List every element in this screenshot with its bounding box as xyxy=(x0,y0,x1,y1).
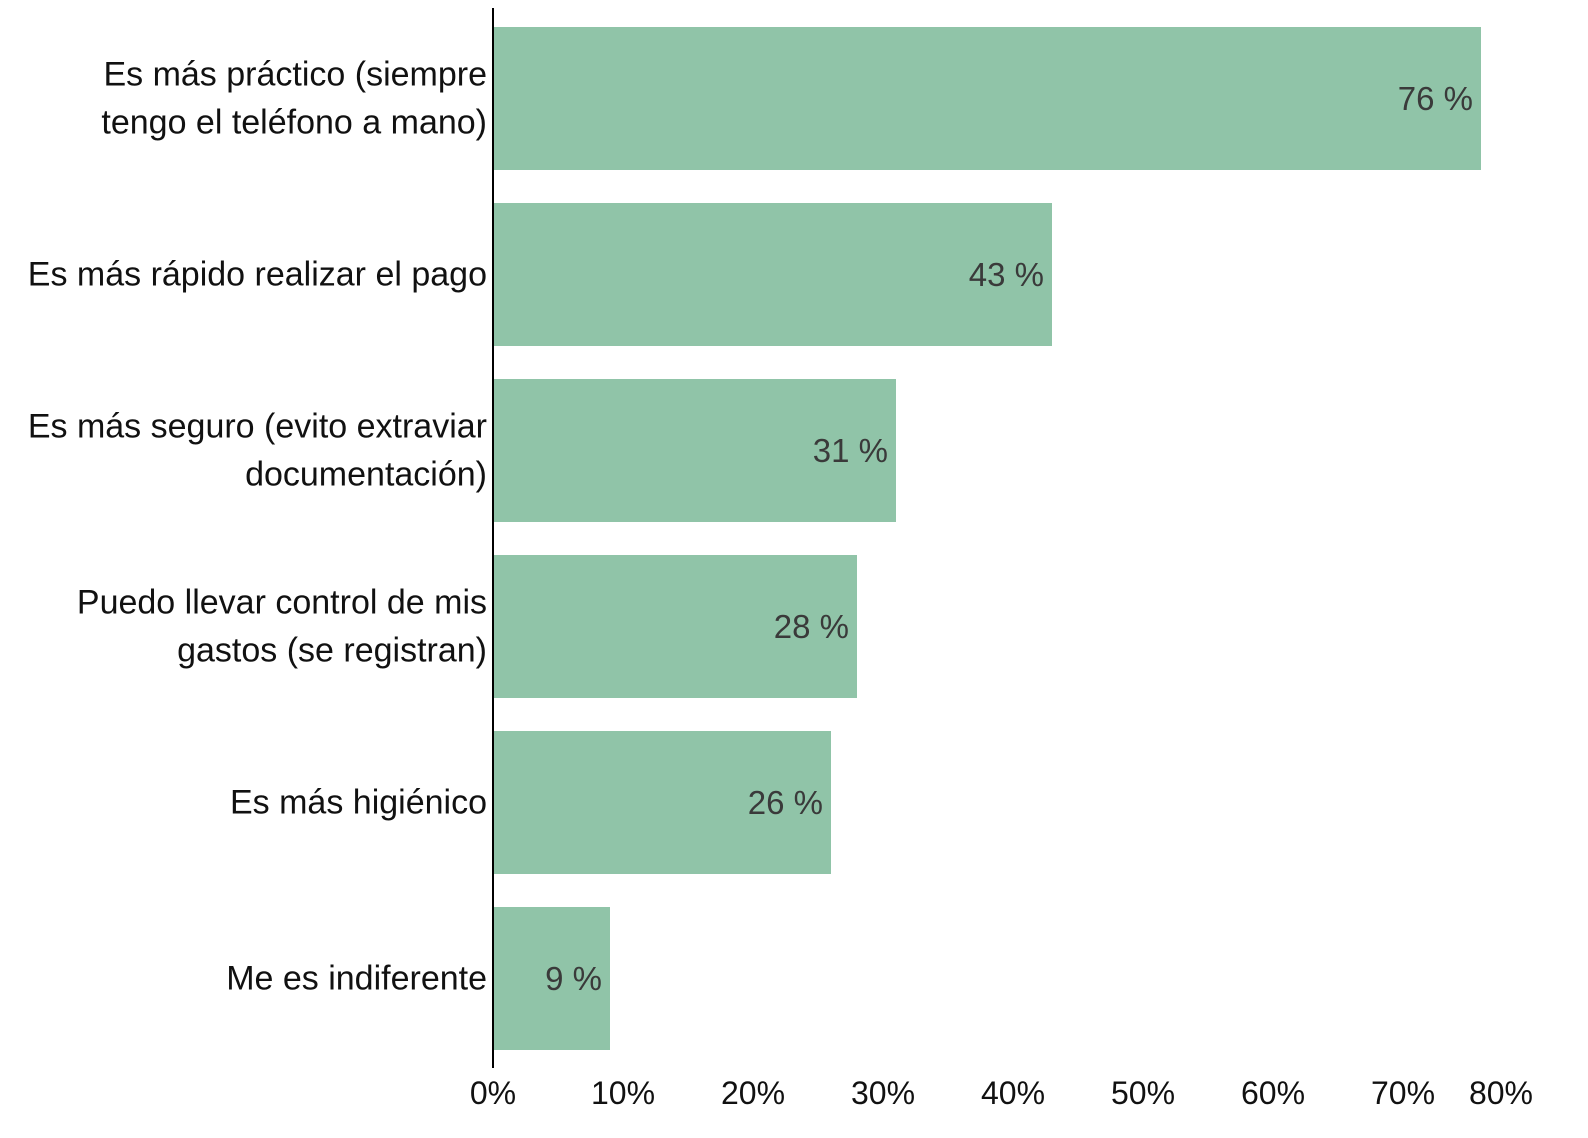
bar xyxy=(493,27,1481,170)
x-tick-label: 80% xyxy=(1469,1075,1533,1111)
bar-value-label: 28 % xyxy=(774,608,849,645)
x-tick-label: 30% xyxy=(851,1075,915,1111)
bars-layer xyxy=(493,27,1481,1050)
category-label: Es más rápido realizar el pago xyxy=(28,256,487,294)
category-label-line: Puedo llevar control de mis xyxy=(77,584,487,622)
x-axis-ticks: 0% 10% 20% 30% 40% 50% 60% 70% 80% xyxy=(470,1075,1533,1111)
x-tick-label: 70% xyxy=(1371,1075,1435,1111)
value-labels-layer: 76 % 43 % 31 % 28 % 26 % 9 % xyxy=(545,80,1473,997)
bar xyxy=(493,907,610,1050)
x-tick-label: 20% xyxy=(721,1075,785,1111)
x-tick-label: 40% xyxy=(981,1075,1045,1111)
bar xyxy=(493,555,857,698)
bar xyxy=(493,731,831,874)
category-label-line: Es más higiénico xyxy=(230,784,487,822)
category-label: Puedo llevar control de mis gastos (se re… xyxy=(77,584,487,670)
x-tick-label: 50% xyxy=(1111,1075,1175,1111)
bar xyxy=(493,203,1052,346)
category-labels-layer: Es más práctico (siempre tengo el teléfon… xyxy=(28,56,487,998)
bar xyxy=(493,379,896,522)
x-tick-label: 0% xyxy=(470,1075,516,1111)
bar-value-label: 76 % xyxy=(1398,80,1473,117)
bar-value-label: 31 % xyxy=(813,432,888,469)
category-label-line: tengo el teléfono a mano) xyxy=(101,104,487,142)
category-label: Me es indiferente xyxy=(226,960,487,998)
category-label-line: Es más práctico (siempre xyxy=(103,56,487,94)
category-label: Es más higiénico xyxy=(230,784,487,822)
bar-value-label: 43 % xyxy=(969,256,1044,293)
category-label: Es más seguro (evito extraviar documentac… xyxy=(28,408,487,494)
x-tick-label: 10% xyxy=(591,1075,655,1111)
bar-value-label: 26 % xyxy=(748,784,823,821)
category-label-line: Es más rápido realizar el pago xyxy=(28,256,487,294)
category-label-line: gastos (se registran) xyxy=(177,632,487,670)
category-label-line: documentación) xyxy=(245,456,487,494)
category-label-line: Me es indiferente xyxy=(226,960,487,998)
category-label: Es más práctico (siempre tengo el teléfon… xyxy=(101,56,487,142)
bar-value-label: 9 % xyxy=(545,960,602,997)
category-label-line: Es más seguro (evito extraviar xyxy=(28,408,487,446)
x-tick-label: 60% xyxy=(1241,1075,1305,1111)
